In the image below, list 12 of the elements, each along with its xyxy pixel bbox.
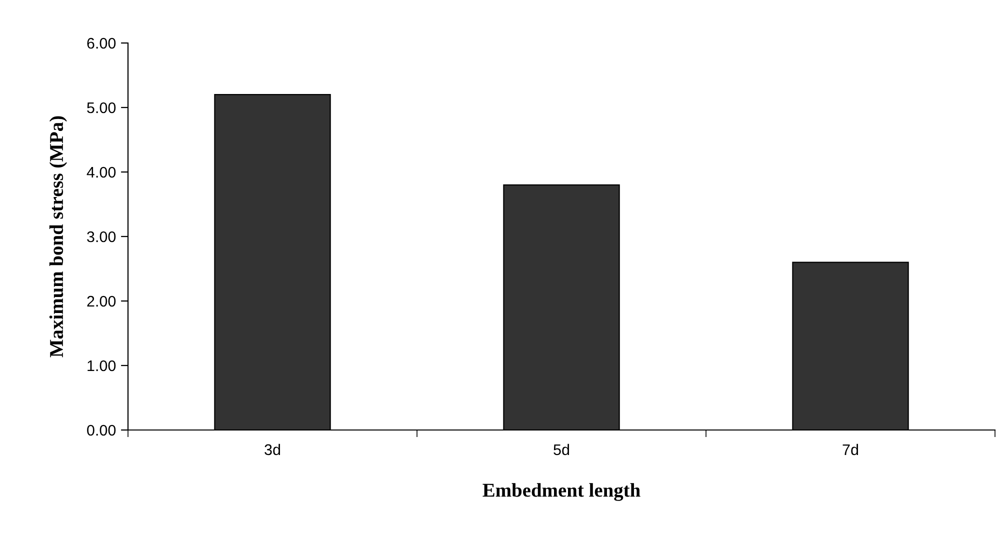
y-tick-label: 2.00 [87,296,116,307]
x-axis-title: Embedment length [482,483,640,501]
y-tick-label: 1.00 [88,360,116,372]
y-axis-title: Maximum bond stress (MPa) [49,116,68,358]
x-tick-label: 7d [842,444,858,456]
x-tick-label: 3d [264,444,280,456]
y-tick-label: 5.00 [87,102,116,114]
y-tick-label: 0.00 [87,424,116,436]
x-tick-label: 5d [554,444,570,456]
y-tick-label: 4.00 [86,166,116,178]
y-tick-label: 6.00 [87,38,116,49]
y-tick-label: 3.00 [87,231,116,242]
